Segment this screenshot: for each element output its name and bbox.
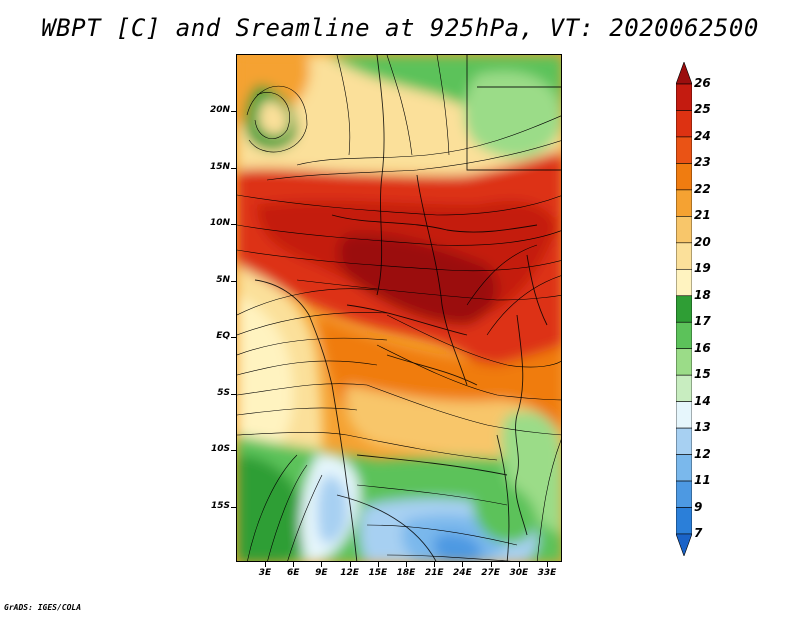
x-tick [518,562,520,567]
colorbar-segment [676,427,692,455]
colorbar-segment [676,163,692,191]
colorbar-top-arrow [676,62,692,85]
x-tick [434,562,436,567]
x-tick-label: 24E [453,568,472,578]
colorbar-label: 22 [694,181,711,196]
field-blobs [237,55,561,561]
colorbar-bottom-arrow [676,533,692,556]
colorbar-label: 13 [694,420,711,435]
colorbar-segment [676,189,692,217]
x-tick [265,562,266,567]
y-tick [231,337,236,338]
colorbar-label: 16 [694,340,711,355]
x-tick-label: 6E [286,568,300,578]
y-tick-label: 15N [209,161,230,172]
y-tick-label: EQ [216,331,230,341]
map-panel [236,54,562,562]
x-tick-label: 12E [340,568,359,578]
colorbar-segment [676,348,692,376]
x-tick-label: 9E [315,568,328,578]
colorbar-segment [676,454,692,482]
x-tick [293,562,295,567]
colorbar-segment [676,136,692,164]
colorbar-label: 18 [694,287,711,302]
colorbar-segment [676,110,692,138]
boundaries [254,55,561,561]
x-tick-label: 21E [424,568,444,578]
x-tick [406,562,407,567]
x-tick-label: 18E [396,568,416,578]
wbpt-field [237,55,561,561]
x-tick [321,562,323,567]
colorbar-segment [676,268,692,297]
credit-text: GrADS: IGES/COLA [4,603,82,612]
y-tick [231,111,236,112]
chart-title: WBPT [C] and Sreamline at 925hPa, VT: 20… [41,14,759,42]
colorbar-segment [676,242,692,270]
y-tick [231,393,236,395]
x-tick-label: 27E [481,568,500,578]
colorbar-segment [676,295,692,323]
colorbar [676,62,692,556]
colorbar-label: 12 [694,446,711,461]
colorbar-label: 25 [694,102,711,117]
colorbar-label: 14 [694,393,711,408]
colorbar-label: 21 [694,208,711,223]
y-tick-label: 20N [209,105,230,115]
y-tick-label: 5N [216,274,230,285]
y-tick-label: 10N [209,218,230,228]
colorbar-segment [676,480,692,508]
x-tick-label: 30E [509,568,529,578]
y-tick [231,224,236,225]
x-tick-label: 33E [537,568,557,578]
x-tick [547,562,548,567]
x-tick-label: 3E [258,568,272,578]
colorbar-segment [676,83,692,111]
colorbar-label: 20 [694,234,711,249]
x-tick [349,562,351,567]
colorbar-label: 15 [694,367,711,382]
colorbar-label: 17 [694,314,711,329]
x-tick [462,562,464,567]
colorbar-segment [676,321,692,350]
colorbar-label: 9 [694,499,703,514]
y-tick [231,280,236,282]
streamlines [237,55,561,561]
colorbar-label: 23 [694,155,711,170]
colorbar-label: 7 [694,526,703,540]
colorbar-label: 24 [694,128,711,143]
y-tick-label: 5S [217,387,230,398]
y-tick [231,167,236,169]
colorbar-label: 11 [694,473,711,488]
x-tick-label: 15E [368,568,388,578]
y-tick [231,450,236,451]
x-tick [377,562,379,567]
colorbar-segment [676,374,692,402]
colorbar-segment [676,507,692,535]
x-tick [490,562,492,567]
y-tick-label: 15S [210,500,230,511]
colorbar-label: 26 [694,76,711,90]
y-tick-label: 10S [210,444,230,454]
colorbar-segment [676,216,692,244]
y-tick [231,506,236,508]
colorbar-label: 19 [694,261,711,276]
colorbar-segment [676,401,692,429]
